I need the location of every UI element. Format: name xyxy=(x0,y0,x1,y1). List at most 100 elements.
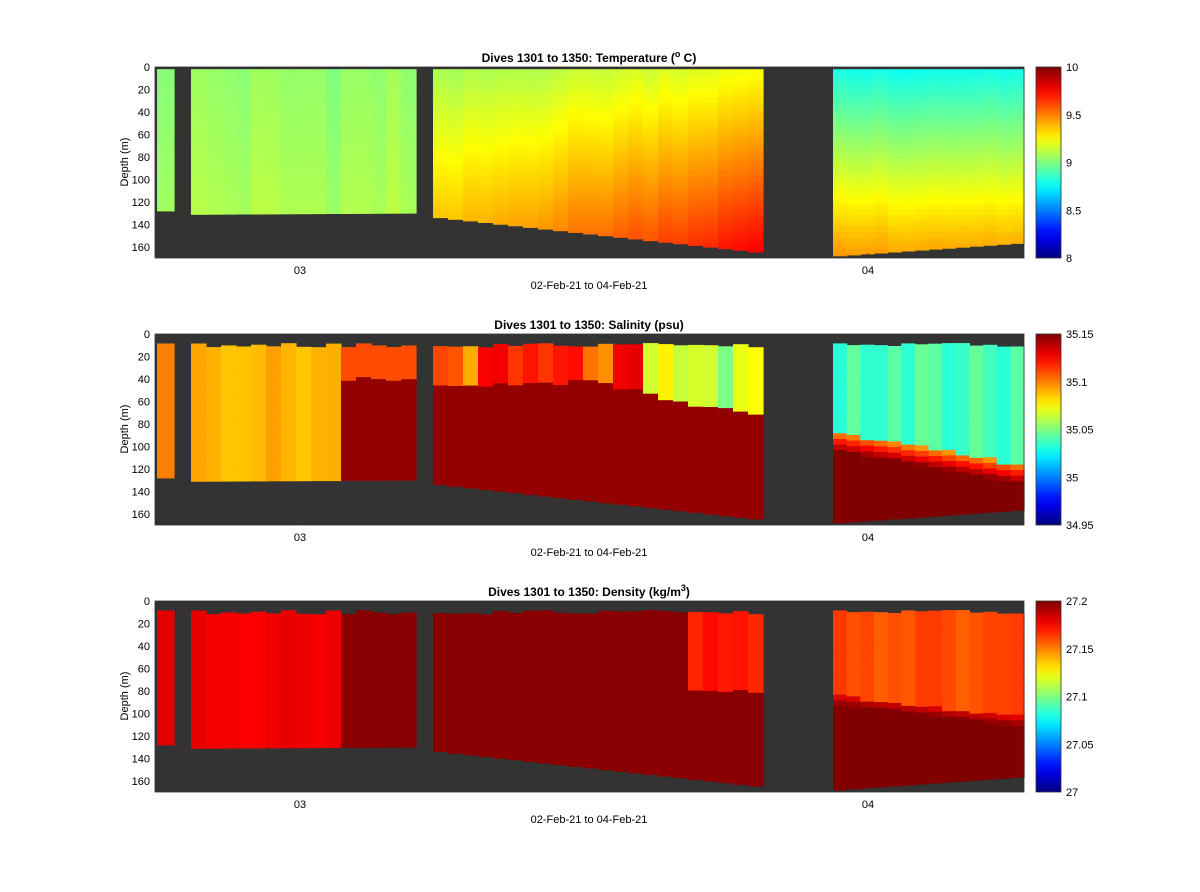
heatmap-cell xyxy=(538,181,554,188)
heatmap-cell xyxy=(221,108,237,115)
heatmap-cell xyxy=(311,698,327,705)
heatmap-cell xyxy=(873,401,889,408)
heatmap-cell xyxy=(508,176,524,183)
heatmap-cell xyxy=(969,651,984,659)
heatmap-cell xyxy=(860,496,875,503)
heatmap-cell xyxy=(901,382,916,389)
heatmap-cell xyxy=(583,209,599,216)
heatmap-cell xyxy=(341,69,357,76)
heatmap-cell xyxy=(251,91,267,98)
heatmap-cell xyxy=(942,778,957,783)
heatmap-cell xyxy=(478,420,494,427)
heatmap-cell xyxy=(688,634,704,641)
heatmap-cell xyxy=(718,691,734,699)
heatmap-cell xyxy=(583,114,599,121)
heatmap-cell xyxy=(643,153,659,160)
heatmap-cell xyxy=(996,619,1011,626)
heatmap-cell xyxy=(942,376,957,383)
heatmap-cell xyxy=(613,439,629,447)
heatmap-cell xyxy=(833,655,848,662)
heatmap-cell xyxy=(266,80,282,87)
heatmap-cell xyxy=(598,450,614,457)
heatmap-cell xyxy=(463,635,479,642)
heatmap-cell xyxy=(326,734,342,741)
heatmap-cell xyxy=(1010,215,1025,222)
heatmap-cell xyxy=(658,762,674,769)
heatmap-cell xyxy=(969,758,984,765)
heatmap-cell xyxy=(598,131,614,138)
heatmap-cell xyxy=(1010,97,1025,104)
heatmap-cell xyxy=(463,187,479,194)
heatmap-cell xyxy=(860,80,875,87)
heatmap-cell xyxy=(860,147,875,155)
heatmap-cell xyxy=(266,624,282,631)
heatmap-cell xyxy=(718,742,734,749)
heatmap-cell xyxy=(326,450,342,457)
heatmap-cell xyxy=(703,508,719,515)
heatmap-cell xyxy=(860,249,875,255)
heatmap-cell xyxy=(478,364,494,371)
heatmap-cell xyxy=(371,713,387,720)
heatmap-cell xyxy=(846,243,861,250)
heatmap-cell xyxy=(341,136,357,143)
heatmap-cell xyxy=(583,215,599,222)
heatmap-cell xyxy=(860,103,875,110)
heatmap-cell xyxy=(846,496,861,503)
heatmap-cell xyxy=(673,423,689,431)
heatmap-cell xyxy=(221,187,237,194)
heatmap-cell xyxy=(873,159,889,166)
heatmap-cell xyxy=(371,418,387,425)
heatmap-cell xyxy=(266,108,282,115)
heatmap-cell xyxy=(887,153,902,160)
heatmap-cell xyxy=(703,480,719,487)
heatmap-cell xyxy=(433,652,449,659)
heatmap-cell xyxy=(718,91,734,98)
heatmap-cell xyxy=(942,103,957,110)
heatmap-cell xyxy=(493,695,509,702)
heatmap-cell xyxy=(493,655,509,663)
heatmap-cell xyxy=(688,502,704,509)
heatmap-cell xyxy=(969,226,984,233)
heatmap-cell xyxy=(508,220,524,227)
heatmap-cell xyxy=(914,706,930,713)
heatmap-cell xyxy=(983,639,998,647)
heatmap-cell xyxy=(598,388,614,395)
heatmap-cell xyxy=(401,164,417,171)
heatmap-cell xyxy=(386,204,402,211)
heatmap-cell xyxy=(311,69,327,76)
heatmap-cell xyxy=(326,422,342,429)
heatmap-cell xyxy=(493,411,509,418)
heatmap-cell xyxy=(628,164,644,171)
heatmap-cell xyxy=(901,649,916,656)
heatmap-cell xyxy=(846,502,861,509)
heatmap-cell xyxy=(955,610,970,617)
heatmap-cell xyxy=(901,632,916,640)
heatmap-cell xyxy=(643,705,659,712)
heatmap-cell xyxy=(433,402,449,409)
heatmap-cell xyxy=(157,439,175,446)
heatmap-cell xyxy=(846,763,861,770)
heatmap-cell xyxy=(296,97,312,104)
heatmap-cell xyxy=(568,759,584,766)
heatmap-cell xyxy=(860,502,875,509)
heatmap-cell xyxy=(538,371,554,378)
heatmap-cell xyxy=(688,181,704,188)
heatmap-cell xyxy=(448,209,464,216)
heatmap-cell xyxy=(901,125,916,132)
heatmap-cell xyxy=(433,413,449,420)
heatmap-cell xyxy=(643,506,659,508)
heatmap-cell xyxy=(401,356,417,363)
heatmap-cell xyxy=(643,761,659,768)
heatmap-cell xyxy=(901,705,916,713)
heatmap-cell xyxy=(928,209,943,216)
heatmap-cell xyxy=(326,723,342,730)
heatmap-cell xyxy=(942,705,957,712)
heatmap-cell xyxy=(846,232,861,239)
heatmap-cell xyxy=(341,642,357,649)
heatmap-cell xyxy=(371,176,387,183)
heatmap-cell xyxy=(538,192,554,199)
heatmap-cell xyxy=(688,423,704,430)
heatmap-cell xyxy=(983,350,998,357)
heatmap-cell xyxy=(493,678,509,685)
heatmap-cell xyxy=(928,232,943,239)
